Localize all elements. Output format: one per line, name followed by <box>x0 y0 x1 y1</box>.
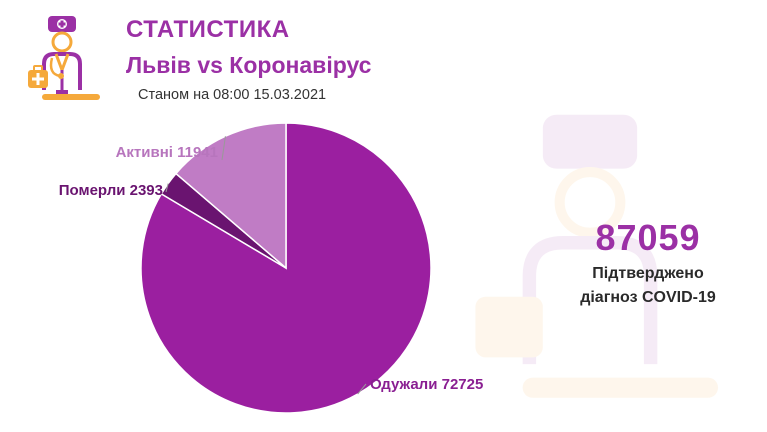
page-title: СТАТИСТИКА <box>126 16 290 43</box>
report-date: Станом на 08:00 15.03.2021 <box>138 87 327 103</box>
pie-slice <box>140 122 432 414</box>
leader-line <box>221 136 226 161</box>
leader-line <box>357 383 367 395</box>
total-caption: Підтверджено діагноз COVID-19 <box>548 262 748 310</box>
total-caption-line2: діагноз COVID-19 <box>580 289 716 306</box>
doctor-watermark-icon <box>475 114 719 398</box>
slice-label: Одужали 72725 <box>370 376 483 393</box>
doctor-icon <box>28 16 100 100</box>
total-caption-line1: Підтверджено <box>592 265 704 282</box>
slice-label: Активні 11941 <box>116 144 218 161</box>
page-subtitle: Львів vs Коронавірус <box>126 52 372 78</box>
slice-label: Померли 2393 <box>59 182 163 199</box>
leader-line <box>165 183 169 193</box>
total-cases: 87059 <box>595 217 701 258</box>
